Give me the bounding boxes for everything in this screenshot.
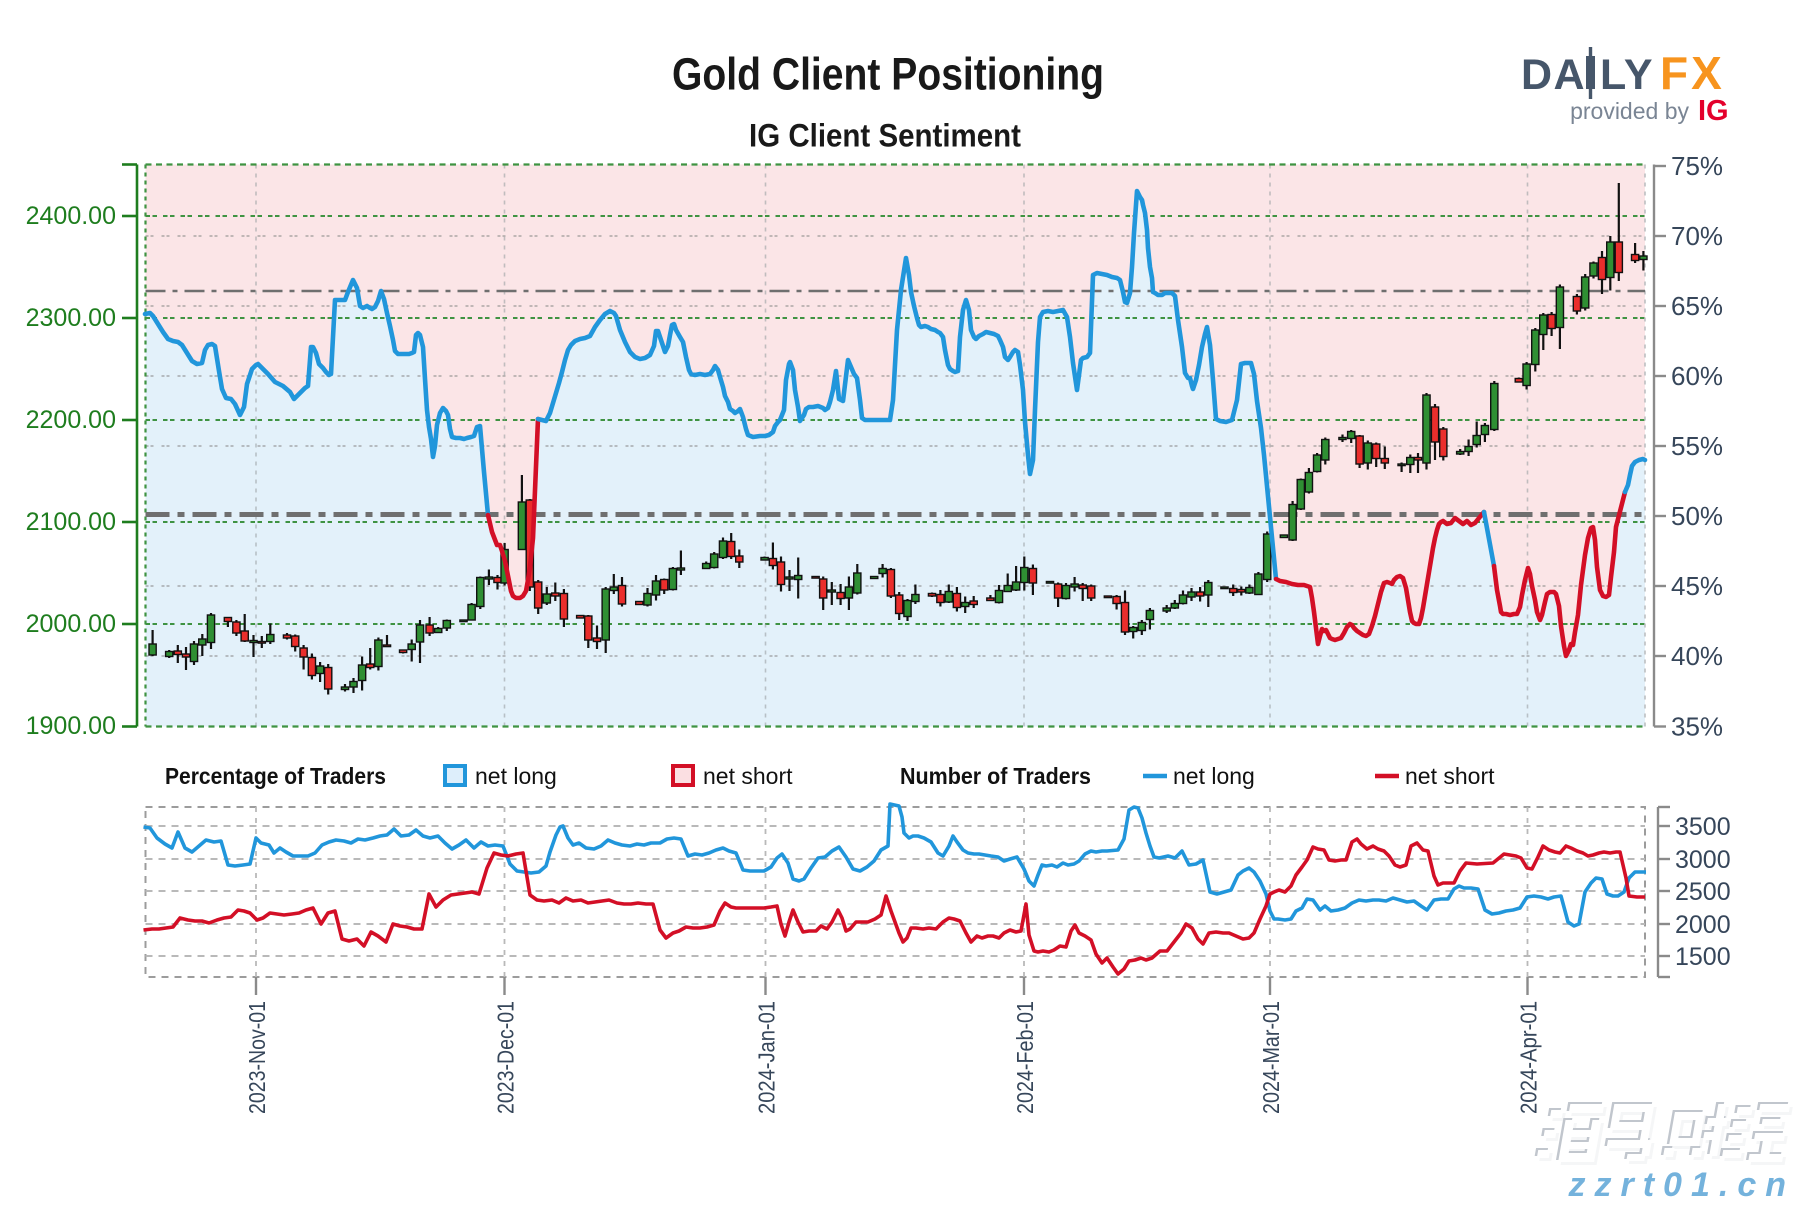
svg-text:2023-Nov-01: 2023-Nov-01 — [244, 1001, 270, 1114]
svg-text:IG Client Sentiment: IG Client Sentiment — [749, 118, 1021, 154]
svg-text:Gold Client Positioning: Gold Client Positioning — [672, 49, 1104, 100]
svg-text:2100.00: 2100.00 — [26, 508, 116, 536]
svg-text:2200.00: 2200.00 — [26, 406, 116, 434]
svg-text:net long: net long — [475, 763, 557, 789]
svg-text:2300.00: 2300.00 — [26, 304, 116, 332]
svg-text:FX: FX — [1660, 47, 1725, 99]
svg-text:net short: net short — [1405, 763, 1495, 789]
svg-text:Percentage of Traders: Percentage of Traders — [165, 763, 386, 789]
svg-text:3000: 3000 — [1675, 846, 1731, 874]
svg-text:provided by: provided by — [1570, 98, 1689, 124]
svg-text:60%: 60% — [1671, 361, 1723, 391]
svg-text:net long: net long — [1173, 763, 1255, 789]
svg-text:35%: 35% — [1671, 712, 1723, 742]
svg-text:2000: 2000 — [1675, 911, 1731, 939]
svg-text:2024-Feb-01: 2024-Feb-01 — [1012, 1001, 1038, 1114]
svg-text:1900.00: 1900.00 — [26, 712, 116, 740]
svg-text:zzrt01.cn: zzrt01.cn — [1568, 1166, 1796, 1200]
svg-text:net short: net short — [703, 763, 793, 789]
svg-text:2400.00: 2400.00 — [26, 202, 116, 230]
svg-text:65%: 65% — [1671, 291, 1723, 321]
svg-text:2024-Jan-01: 2024-Jan-01 — [754, 1001, 780, 1114]
svg-text:IG: IG — [1698, 95, 1729, 127]
svg-text:1500: 1500 — [1675, 943, 1731, 971]
svg-text:DA: DA — [1521, 51, 1586, 99]
svg-text:45%: 45% — [1671, 571, 1723, 601]
svg-text:2000.00: 2000.00 — [26, 610, 116, 638]
svg-text:55%: 55% — [1671, 431, 1723, 461]
svg-text:LY: LY — [1600, 51, 1654, 99]
svg-text:2024-Mar-01: 2024-Mar-01 — [1258, 1001, 1284, 1114]
svg-text:3500: 3500 — [1675, 813, 1731, 841]
svg-text:2500: 2500 — [1675, 878, 1731, 906]
svg-text:70%: 70% — [1671, 221, 1723, 251]
svg-text:2024-Apr-01: 2024-Apr-01 — [1516, 1001, 1542, 1114]
svg-text:Number of Traders: Number of Traders — [900, 763, 1091, 789]
svg-text:40%: 40% — [1671, 641, 1723, 671]
svg-text:75%: 75% — [1671, 151, 1723, 181]
svg-text:2023-Dec-01: 2023-Dec-01 — [493, 1001, 519, 1114]
svg-text:50%: 50% — [1671, 501, 1723, 531]
